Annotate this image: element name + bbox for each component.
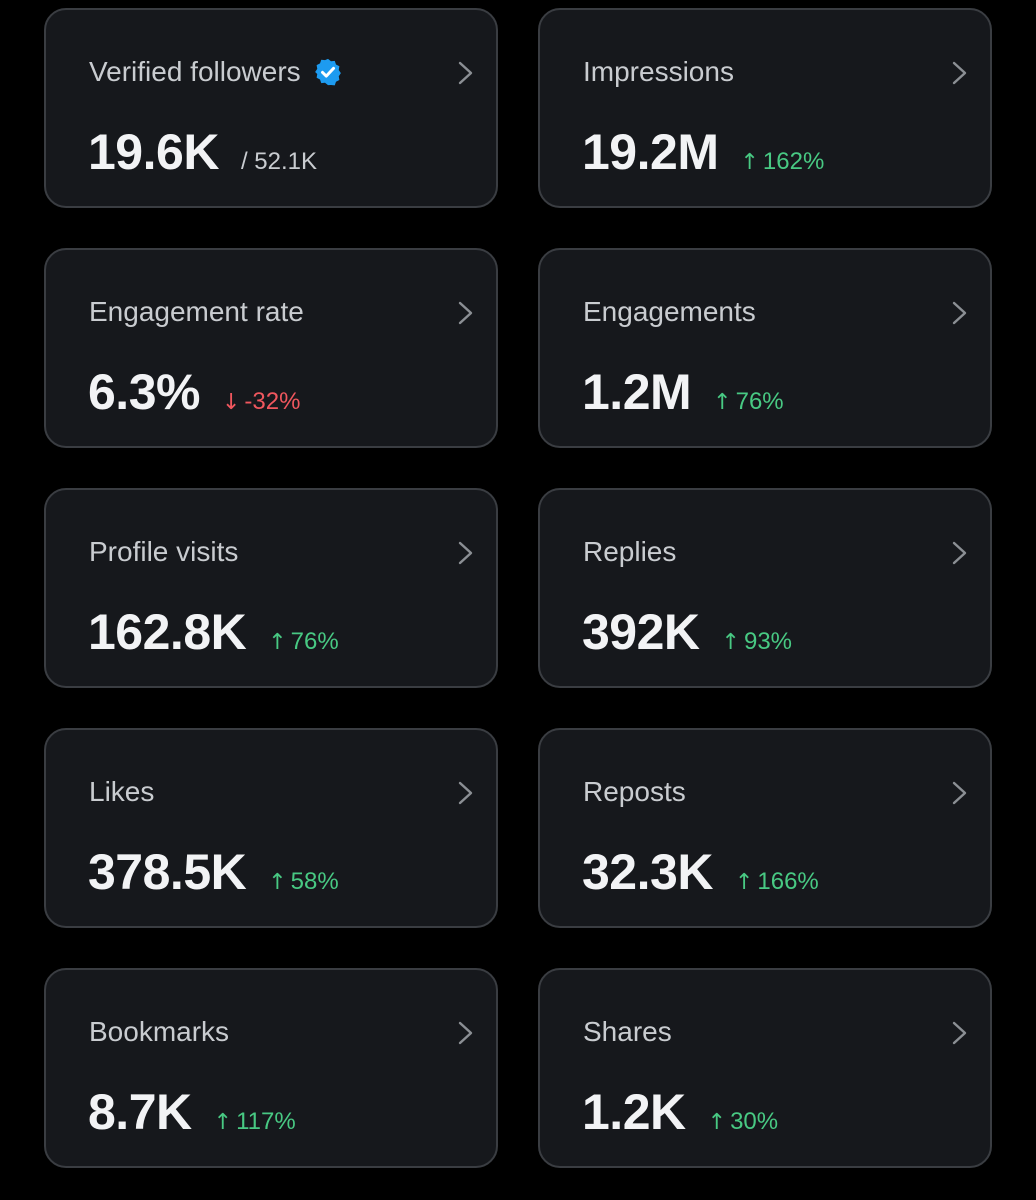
value-row: 1.2K ↑ 30%: [582, 1082, 778, 1142]
metric-value: 8.7K: [88, 1084, 192, 1140]
card-reposts[interactable]: Reposts 32.3K ↑ 166%: [538, 728, 992, 928]
card-title: Profile visits: [89, 536, 239, 567]
chevron-right-icon[interactable]: [452, 298, 478, 328]
value-row: 32.3K ↑ 166%: [582, 842, 819, 902]
metric-value: 1.2M: [582, 364, 692, 420]
chevron-right-icon[interactable]: [946, 298, 972, 328]
value-row: 392K ↑ 93%: [582, 602, 792, 662]
analytics-grid: Verified followers 19.6K / 52.1K Impress…: [44, 8, 992, 1168]
chevron-right-icon[interactable]: [946, 538, 972, 568]
card-title: Likes: [89, 776, 155, 807]
metric-change: ↓ -32%: [222, 388, 300, 416]
card-title: Engagements: [583, 296, 756, 327]
metric-change: ↑ 58%: [268, 868, 338, 896]
chevron-right-icon[interactable]: [946, 58, 972, 88]
card-title: Bookmarks: [89, 1016, 230, 1047]
value-row: 19.6K / 52.1K: [88, 122, 317, 182]
card-title: Reposts: [583, 776, 686, 807]
card-engagement-rate[interactable]: Engagement rate 6.3% ↓ -32%: [44, 248, 498, 448]
metric-change-value: 76%: [290, 628, 339, 655]
value-row: 8.7K ↑ 117%: [88, 1082, 296, 1142]
arrow-up-icon: ↑: [740, 150, 759, 175]
card-title: Shares: [583, 1016, 672, 1047]
card-title: Engagement rate: [89, 296, 304, 327]
metric-change: ↑ 30%: [708, 1108, 778, 1136]
chevron-right-icon[interactable]: [452, 538, 478, 568]
card-title: Impressions: [583, 56, 734, 87]
value-row: 1.2M ↑ 76%: [582, 362, 784, 422]
arrow-up-icon: ↑: [734, 870, 754, 895]
metric-change-value: 76%: [735, 388, 784, 415]
metric-change-value: 30%: [730, 1108, 779, 1135]
metric-change-value: 93%: [743, 628, 793, 655]
card-title-text: Verified followers: [89, 56, 301, 87]
arrow-up-icon: ↑: [707, 1110, 727, 1135]
arrow-down-icon: ↓: [221, 390, 241, 415]
card-likes[interactable]: Likes 378.5K ↑ 58%: [44, 728, 498, 928]
metric-change: ↑ 166%: [735, 868, 819, 896]
metric-change: ↑ 117%: [214, 1108, 296, 1136]
card-shares[interactable]: Shares 1.2K ↑ 30%: [538, 968, 992, 1168]
metric-change-value: 166%: [757, 868, 819, 895]
arrow-up-icon: ↑: [713, 390, 732, 415]
metric-change: ↑ 93%: [722, 628, 792, 656]
metric-value: 19.2M: [582, 124, 719, 180]
metric-value: 392K: [582, 604, 700, 660]
metric-value: 19.6K: [88, 124, 219, 180]
value-row: 162.8K ↑ 76%: [88, 602, 339, 662]
metric-change-value: 117%: [236, 1108, 296, 1135]
metric-value: 378.5K: [88, 844, 247, 900]
card-title: Verified followers: [89, 55, 343, 89]
verified-badge-icon: [314, 58, 341, 86]
chevron-right-icon[interactable]: [452, 58, 478, 88]
card-engagements[interactable]: Engagements 1.2M ↑ 76%: [538, 248, 992, 448]
metric-value: 162.8K: [88, 604, 247, 660]
metric-value: 32.3K: [582, 844, 713, 900]
chevron-right-icon[interactable]: [946, 778, 972, 808]
metric-change-value: 162%: [762, 148, 825, 175]
card-replies[interactable]: Replies 392K ↑ 93%: [538, 488, 992, 688]
arrow-up-icon: ↑: [213, 1110, 233, 1135]
metric-value: 6.3%: [88, 364, 200, 420]
arrow-up-icon: ↑: [268, 630, 287, 655]
card-profile-visits[interactable]: Profile visits 162.8K ↑ 76%: [44, 488, 498, 688]
metric-change: ↑ 76%: [713, 388, 783, 416]
metric-value: 1.2K: [582, 1084, 686, 1140]
card-impressions[interactable]: Impressions 19.2M ↑ 162%: [538, 8, 992, 208]
metric-change-value: 58%: [290, 868, 339, 895]
card-title: Replies: [583, 536, 677, 567]
chevron-right-icon[interactable]: [452, 1018, 478, 1048]
card-verified-followers[interactable]: Verified followers 19.6K / 52.1K: [44, 8, 498, 208]
card-bookmarks[interactable]: Bookmarks 8.7K ↑ 117%: [44, 968, 498, 1168]
metric-change-value: -32%: [244, 388, 301, 415]
metric-total: / 52.1K: [240, 148, 317, 175]
chevron-right-icon[interactable]: [946, 1018, 972, 1048]
chevron-right-icon[interactable]: [452, 778, 478, 808]
value-row: 378.5K ↑ 58%: [88, 842, 339, 902]
metric-change: ↑ 76%: [268, 628, 338, 656]
value-row: 6.3% ↓ -32%: [88, 362, 300, 422]
arrow-up-icon: ↑: [721, 630, 740, 655]
value-row: 19.2M ↑ 162%: [582, 122, 824, 182]
metric-change: ↑ 162%: [740, 148, 824, 176]
arrow-up-icon: ↑: [268, 870, 287, 895]
